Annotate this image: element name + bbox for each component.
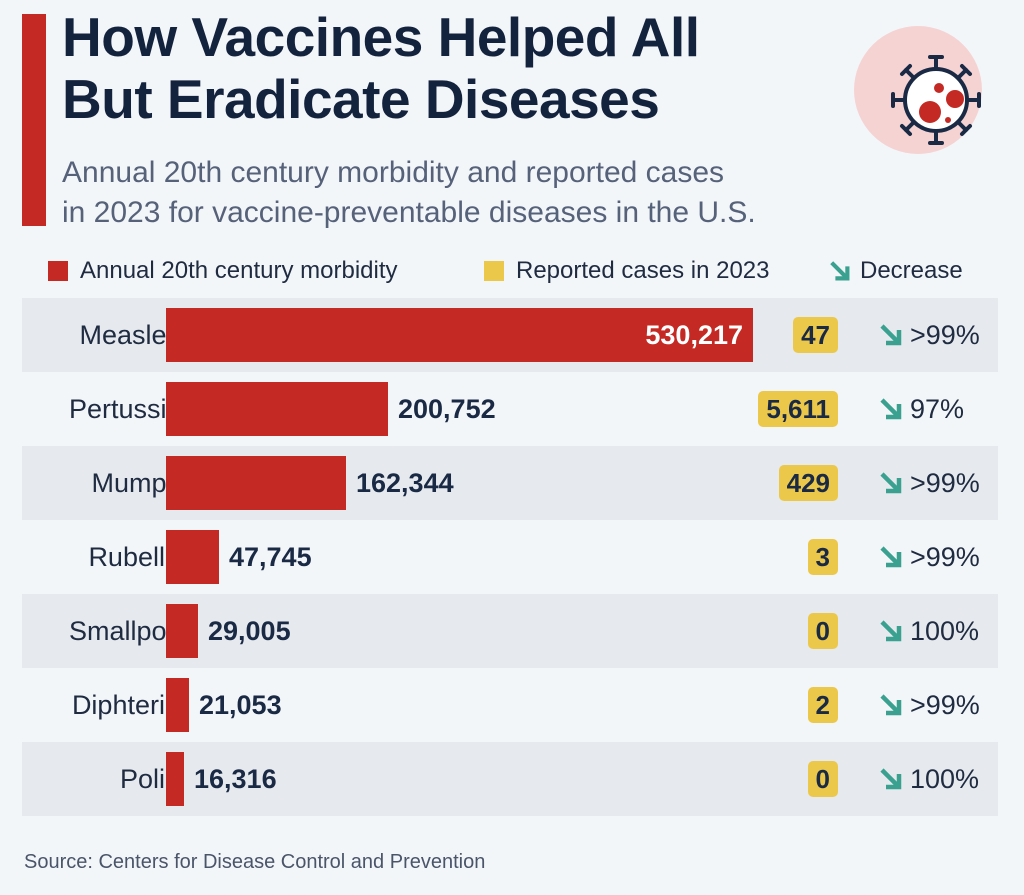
legend-item-cases: Reported cases in 2023 <box>484 254 770 288</box>
down-right-arrow-icon <box>878 470 904 496</box>
decrease-label: 97% <box>910 394 965 424</box>
morbidity-bar <box>166 530 219 584</box>
cases-badge: 47 <box>793 317 838 353</box>
title-line-2: But Eradicate Diseases <box>62 68 660 130</box>
cases-badge: 429 <box>778 465 838 501</box>
morbidity-bar <box>166 678 189 732</box>
legend-label-cases: Reported cases in 2023 <box>516 257 770 284</box>
source-note: Source: Centers for Disease Control and … <box>24 851 486 873</box>
decrease-label: 100% <box>910 616 980 646</box>
chart-title: How Vaccines Helped All But Eradicate Di… <box>62 6 842 130</box>
cases-badge: 0 <box>807 613 838 649</box>
down-right-arrow-icon <box>878 618 904 644</box>
chart-row: Diphteria 21,053 2 >99% <box>22 668 998 742</box>
down-right-arrow-icon <box>878 766 904 792</box>
down-right-arrow-icon <box>878 544 904 570</box>
category-label: Rubella <box>88 542 180 572</box>
chart-subtitle: Annual 20th century morbidity and report… <box>62 153 882 233</box>
decrease-label: 100% <box>910 764 980 794</box>
category-label: Mumps <box>91 468 180 498</box>
morbidity-value-label: 530,217 <box>645 320 743 350</box>
morbidity-bar <box>166 456 346 510</box>
chart-row: Rubella 47,745 3 >99% <box>22 520 998 594</box>
cases-badge: 2 <box>807 687 838 723</box>
chart-row: Measles 530,217 47 >99% <box>22 298 998 372</box>
morbidity-bar <box>166 382 388 436</box>
category-label: Pertussis <box>68 394 180 424</box>
decrease-label: >99% <box>910 468 980 498</box>
morbidity-value-label: 21,053 <box>199 690 282 720</box>
cases-badge: 5,611 <box>758 391 838 427</box>
cases-badge: 3 <box>807 539 838 575</box>
decrease-label: >99% <box>910 542 980 572</box>
down-right-arrow-icon <box>878 322 904 348</box>
legend-item-morbidity: Annual 20th century morbidity <box>48 254 398 288</box>
bar-chart: Measles 530,217 47 >99% Pertussis 200,752 5,61… <box>22 298 998 816</box>
chart-row: Polio 16,316 0 100% <box>22 742 998 816</box>
subtitle-line-2: in 2023 for vaccine-preventable diseases… <box>62 196 756 229</box>
down-right-arrow-icon <box>878 692 904 718</box>
morbidity-value-label: 200,752 <box>398 394 496 424</box>
legend-label-morbidity: Annual 20th century morbidity <box>80 257 398 284</box>
subtitle-line-1: Annual 20th century morbidity and report… <box>62 156 725 189</box>
down-right-arrow-icon <box>878 396 904 422</box>
cases-badge: 0 <box>807 761 838 797</box>
chart-row: Mumps 162,344 429 >99% <box>22 446 998 520</box>
category-label: Diphteria <box>71 690 180 720</box>
morbidity-value-label: 162,344 <box>356 468 454 498</box>
legend-item-decrease: Decrease <box>828 254 963 288</box>
legend-swatch-yellow <box>484 261 504 281</box>
morbidity-bar <box>166 752 184 806</box>
virus-icon <box>854 26 982 154</box>
morbidity-value-label: 47,745 <box>229 542 312 572</box>
title-accent-bar <box>22 14 46 226</box>
morbidity-value-label: 29,005 <box>208 616 291 646</box>
decrease-label: >99% <box>910 690 980 720</box>
legend-label-decrease: Decrease <box>860 257 963 284</box>
title-line-1: How Vaccines Helped All <box>62 6 700 68</box>
decrease-label: >99% <box>910 320 980 350</box>
down-right-arrow-icon <box>828 259 852 283</box>
category-label: Measles <box>79 320 180 350</box>
category-label: Smallpox <box>68 616 180 646</box>
chart-row: Smallpox 29,005 0 100% <box>22 594 998 668</box>
morbidity-bar <box>166 604 198 658</box>
chart-row: Pertussis 200,752 5,611 97% <box>22 372 998 446</box>
legend-swatch-red <box>48 261 68 281</box>
morbidity-value-label: 16,316 <box>194 764 277 794</box>
morbidity-bar <box>166 308 753 362</box>
